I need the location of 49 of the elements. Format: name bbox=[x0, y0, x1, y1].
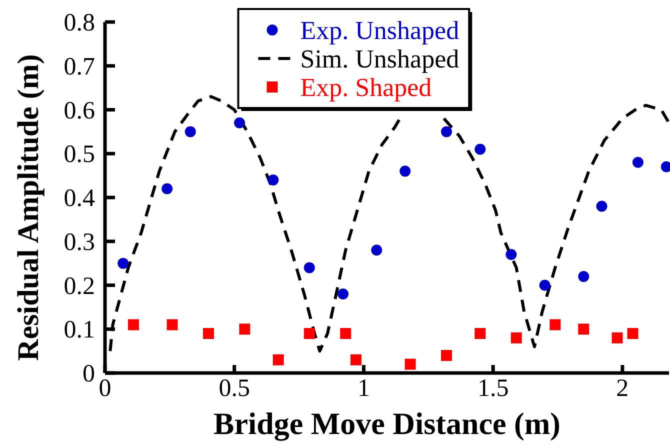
point bbox=[627, 328, 638, 340]
point bbox=[578, 324, 590, 335]
point bbox=[506, 249, 517, 260]
x-tick-label: 1 bbox=[357, 374, 370, 402]
y-tick-label: 0.1 bbox=[64, 316, 95, 344]
point bbox=[239, 324, 250, 335]
point bbox=[632, 156, 644, 168]
point bbox=[578, 270, 590, 282]
y-axis-title: Residual Amplitude (m) bbox=[12, 54, 45, 361]
point bbox=[272, 354, 284, 366]
x-tick-label: 2 bbox=[616, 374, 629, 402]
point bbox=[441, 126, 452, 138]
point bbox=[128, 319, 139, 330]
point bbox=[340, 328, 352, 340]
point bbox=[338, 288, 349, 300]
y-tick-label: 0.7 bbox=[64, 53, 95, 80]
point bbox=[184, 126, 196, 138]
point bbox=[304, 328, 315, 340]
point bbox=[350, 354, 362, 366]
point bbox=[550, 319, 561, 330]
point bbox=[596, 200, 608, 212]
point bbox=[510, 332, 522, 344]
point bbox=[404, 358, 416, 370]
y-tick-label: 0.8 bbox=[64, 10, 95, 36]
point bbox=[474, 144, 486, 155]
y-tick-label: 0.4 bbox=[64, 185, 96, 212]
point bbox=[539, 280, 550, 291]
y-tick-label: 0.3 bbox=[64, 228, 95, 256]
y-tick-label: 0.5 bbox=[64, 141, 95, 168]
x-tick-label: 1.5 bbox=[477, 374, 509, 402]
point bbox=[118, 258, 129, 269]
point bbox=[202, 328, 214, 340]
point bbox=[268, 174, 279, 186]
legend-label: Exp. Unshaped bbox=[300, 16, 460, 46]
point bbox=[304, 262, 315, 274]
point bbox=[441, 350, 452, 361]
point bbox=[162, 183, 173, 194]
x-tick-label: 0.5 bbox=[218, 374, 250, 402]
point bbox=[612, 332, 623, 344]
point bbox=[474, 328, 486, 340]
point bbox=[400, 166, 411, 177]
point bbox=[166, 319, 178, 330]
point bbox=[234, 117, 246, 128]
y-tick-label: 0.6 bbox=[64, 97, 95, 124]
legend-label: Sim. Unshaped bbox=[300, 44, 460, 74]
point bbox=[371, 244, 382, 256]
y-tick-label: 0.2 bbox=[64, 272, 95, 300]
legend-label: Exp. Shaped bbox=[300, 73, 432, 102]
x-axis-title: Bridge Move Distance (m) bbox=[214, 406, 560, 441]
